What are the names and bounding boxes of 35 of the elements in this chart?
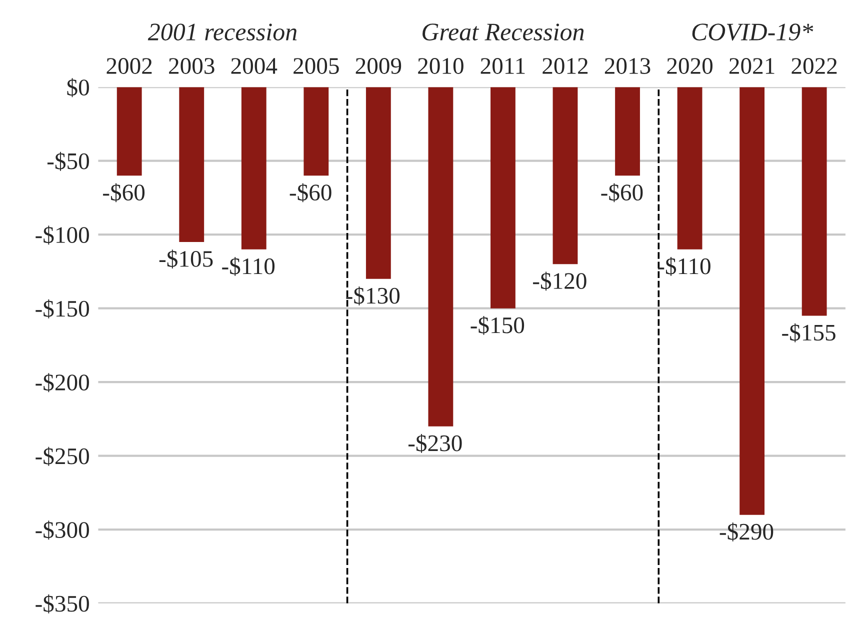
data-label: -$110 <box>658 256 710 276</box>
x-tick-label: 2009 <box>356 58 402 74</box>
text: Great Recession <box>422 24 584 40</box>
x-tick-label: 2005 <box>294 58 339 74</box>
x-tick-label: 2022 <box>792 58 837 74</box>
text: 2001 recession <box>148 24 297 40</box>
x-tick-label: 2020 <box>667 58 712 74</box>
data-label: -$60 <box>103 183 145 202</box>
data-label: -$60 <box>290 183 332 202</box>
data-label: -$105 <box>159 250 213 268</box>
x-tick-label: 2021 <box>729 58 774 74</box>
data-label: -$60 <box>601 183 643 202</box>
x-tick-label: 2003 <box>169 58 214 74</box>
y-tick-label: -$150 <box>36 299 89 318</box>
x-tick-label: 2013 <box>604 58 650 74</box>
data-label: -$155 <box>782 323 836 342</box>
text: COVID-19* <box>692 24 814 41</box>
y-tick-label: -$250 <box>36 446 89 466</box>
data-label: -$150 <box>470 316 524 335</box>
data-label: -$230 <box>408 434 462 453</box>
data-label: -$110 <box>222 256 275 276</box>
y-tick-label: -$300 <box>36 520 89 540</box>
y-tick-label: -$100 <box>36 226 89 245</box>
data-label: -$120 <box>533 272 586 291</box>
y-tick-label: $0 <box>67 78 89 98</box>
y-tick-label: -$50 <box>47 152 89 171</box>
x-tick-label: 2004 <box>231 58 278 74</box>
x-tick-label: 2010 <box>418 58 464 74</box>
x-tick-label: 2002 <box>106 58 152 74</box>
data-label: -$290 <box>720 522 774 542</box>
y-tick-label: -$350 <box>36 594 89 614</box>
data-label: -$130 <box>346 286 400 306</box>
x-tick-label: 2012 <box>542 58 588 74</box>
y-tick-label: -$200 <box>36 373 89 392</box>
x-tick-label: 2011 <box>480 58 525 74</box>
